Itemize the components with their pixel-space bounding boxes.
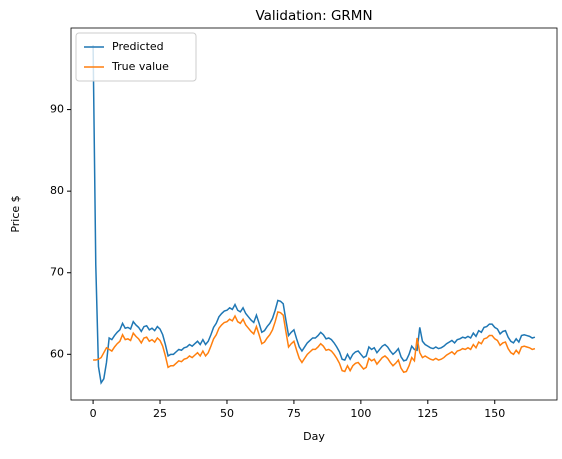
legend-label: True value — [111, 60, 169, 73]
y-tick-label: 80 — [50, 184, 64, 197]
x-tick-label: 75 — [287, 407, 301, 420]
legend-box — [75, 32, 197, 82]
y-axis-label: Price $ — [9, 195, 22, 232]
chart-title: Validation: GRMN — [255, 8, 372, 24]
series-line — [92, 45, 536, 385]
y-tick-label: 60 — [50, 347, 64, 360]
x-tick-label: 50 — [220, 407, 234, 420]
y-tick-label: 90 — [50, 103, 64, 116]
x-tick-label: 125 — [417, 407, 438, 420]
x-tick-label: 150 — [484, 407, 505, 420]
plot-frame — [70, 27, 558, 401]
x-axis-label: Day — [303, 430, 325, 443]
legend-label: Predicted — [112, 40, 164, 53]
x-tick-label: 0 — [90, 407, 97, 420]
series-line — [93, 310, 536, 374]
y-tick-label: 70 — [50, 266, 64, 279]
x-tick-label: 100 — [350, 407, 371, 420]
x-tick-label: 25 — [153, 407, 167, 420]
